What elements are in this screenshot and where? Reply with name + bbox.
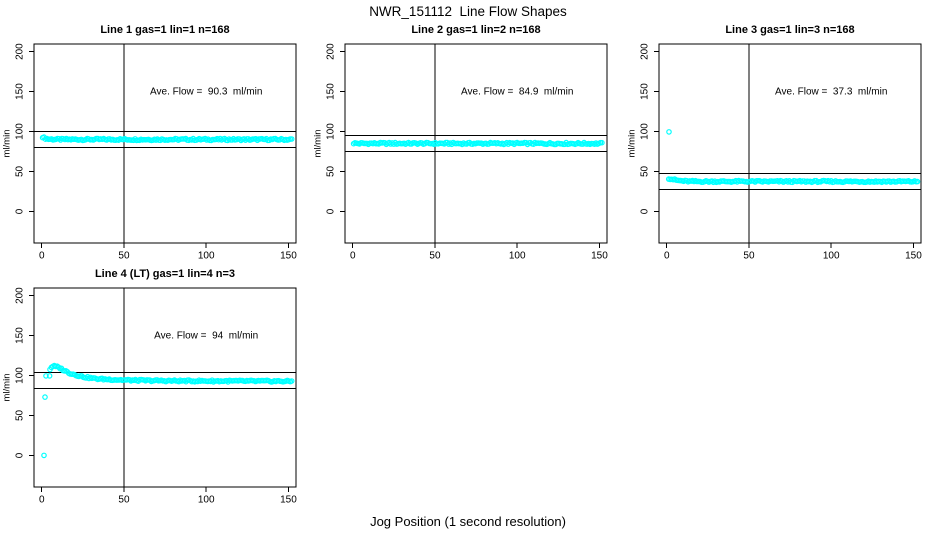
y-tick-label: 200 [326,43,337,60]
x-tick-label: 0 [39,495,45,506]
x-tick-label: 0 [664,251,670,262]
panel-line-2: Line 2 gas=1 lin=2 n=168 0 50 100 150 0 50 100 1… [313,24,609,262]
y-tick-label: 100 [15,123,26,140]
data-point [914,178,921,185]
y-tick-label: 50 [326,165,337,177]
panel-line-4: Line 4 (LT) gas=1 lin=4 n=3 0 50 100 150 0 50 1… [2,268,298,506]
x-tick-label: 100 [198,251,215,262]
x-tick-label: 0 [39,251,45,262]
y-axis-label: ml/min [2,130,13,158]
data-points [350,139,605,148]
plot-box [658,43,922,244]
y-tick-label: 150 [15,327,26,344]
outlier-point [46,373,53,379]
ave-flow-annotation: Ave. Flow = 90.3 ml/min [150,87,262,98]
y-tick-label: 150 [326,83,337,100]
y-axis-label: ml/min [2,374,13,402]
y-tick-label: 50 [15,409,26,421]
y-tick-label: 50 [640,165,651,177]
ave-flow-annotation: Ave. Flow = 94 ml/min [154,331,258,342]
plot-box [344,43,608,244]
y-tick-label: 0 [15,452,26,458]
y-tick-label: 200 [15,43,26,60]
x-tick-label: 100 [823,251,840,262]
data-point [288,136,295,142]
x-tick-label: 150 [280,495,297,506]
y-tick-label: 50 [15,165,26,177]
y-axis-label: ml/min [313,130,324,158]
y-tick-label: 150 [640,83,651,100]
outlier-point [41,452,47,459]
panel-line-3: Line 3 gas=1 lin=3 n=168 0 50 100 150 0 50 100 1… [627,24,923,262]
data-points [39,134,295,144]
y-tick-label: 200 [640,43,651,60]
panel-line-1: Line 1 gas=1 lin=1 n=168 0 50 100 150 0 50 100 1… [2,24,298,262]
x-tick-label: 50 [118,251,130,262]
y-tick-label: 0 [640,208,651,214]
data-point [288,378,295,384]
x-tick-label: 150 [905,251,922,262]
ave-flow-annotation: Ave. Flow = 84.9 ml/min [461,87,573,98]
y-tick-label: 100 [15,367,26,384]
y-tick-label: 100 [326,123,337,140]
data-point [599,139,605,146]
panel-title: Line 1 gas=1 lin=1 n=168 [100,24,229,36]
y-tick-label: 200 [15,287,26,304]
x-tick-label: 150 [280,251,297,262]
panel-title: Line 3 gas=1 lin=3 n=168 [725,24,854,36]
y-tick-label: 150 [15,83,26,100]
x-tick-label: 100 [198,495,215,506]
panel-title: Line 4 (LT) gas=1 lin=4 n=3 [95,268,235,280]
outlier-point [43,373,49,379]
y-tick-label: 0 [326,208,337,214]
y-axis-label: ml/min [627,130,638,158]
outlier-point [42,394,48,400]
x-tick-label: 50 [118,495,130,506]
ave-flow-annotation: Ave. Flow = 37.3 ml/min [775,87,887,98]
y-tick-label: 100 [640,123,651,140]
y-tick-label: 0 [15,208,26,214]
figure-x-axis-label: Jog Position (1 second resolution) [370,514,566,529]
x-tick-label: 100 [509,251,526,262]
data-points [41,362,295,459]
outlier-point [666,129,672,135]
x-tick-label: 150 [591,251,608,262]
plot-box [33,43,297,244]
figure-title: NWR_151112 Line Flow Shapes [369,4,567,19]
data-points [665,129,921,186]
x-tick-label: 50 [429,251,441,262]
panel-title: Line 2 gas=1 lin=2 n=168 [411,24,540,36]
plot-box [33,287,297,488]
x-tick-label: 0 [350,251,356,262]
x-tick-label: 50 [743,251,755,262]
